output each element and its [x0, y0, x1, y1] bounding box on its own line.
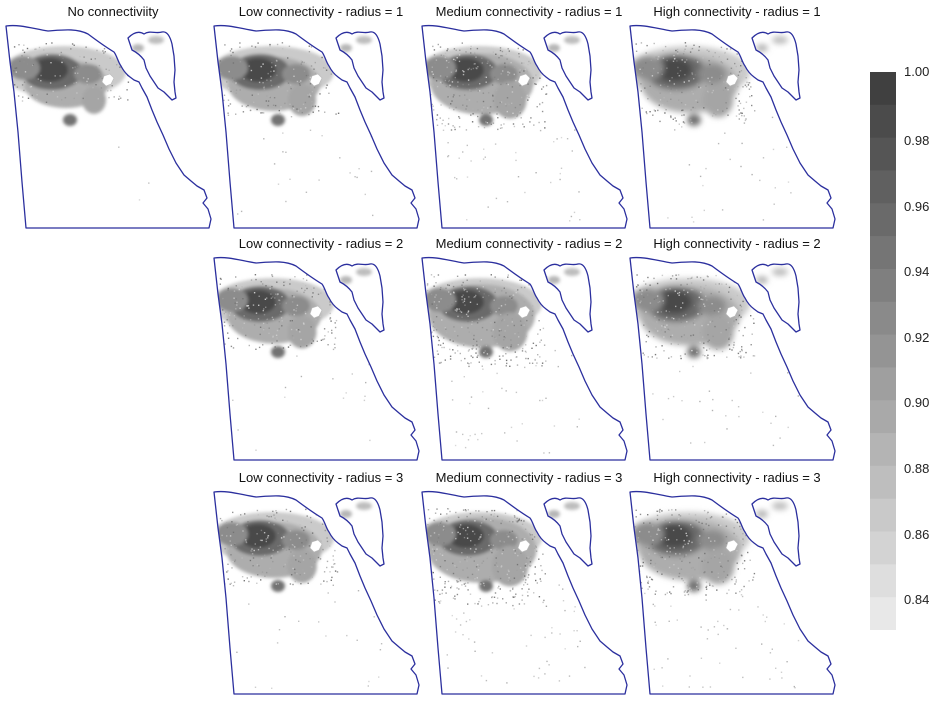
map-panel-none	[4, 22, 212, 234]
map-panel-medium-r1	[420, 22, 628, 234]
region-outline	[421, 490, 628, 695]
legend-step	[870, 498, 896, 533]
legend-step	[870, 465, 896, 500]
panel-title-medium-r2: Medium connectivity - radius = 2	[435, 236, 623, 251]
legend-color-bar	[870, 72, 896, 630]
legend-step	[870, 72, 896, 106]
map-medium-r3	[421, 490, 628, 695]
map-high-r2	[629, 256, 836, 461]
inlet-shape	[517, 73, 531, 87]
legend-tick-label: 1.00	[904, 64, 930, 79]
panel-title-medium-r3: Medium connectivity - radius = 3	[435, 470, 623, 485]
map-none	[5, 24, 212, 229]
legend-tick-label: 0.84	[904, 592, 930, 607]
legend-step	[870, 170, 896, 204]
legend-step	[870, 203, 896, 237]
peninsula-outline	[543, 263, 593, 333]
peninsula-outline	[335, 31, 385, 101]
peninsula-outline	[751, 497, 801, 567]
map-panel-medium-r3	[420, 488, 628, 700]
map-panel-low-r1	[212, 22, 420, 234]
map-panel-high-r3	[628, 488, 836, 700]
peninsula-outline	[335, 263, 385, 333]
region-outline	[213, 256, 420, 461]
region-outline	[629, 256, 836, 461]
map-panel-high-r2	[628, 254, 836, 466]
map-panel-high-r1	[628, 22, 836, 234]
probability-layer	[214, 36, 379, 217]
legend-step	[870, 301, 896, 336]
legend-step	[870, 137, 896, 171]
legend-step	[870, 531, 896, 565]
legend-tick-label: 0.98	[904, 133, 930, 148]
legend-tick-label: 0.94	[904, 264, 930, 279]
legend-step	[870, 433, 896, 467]
legend-step	[870, 597, 896, 630]
legend-step	[870, 334, 896, 368]
panel-title-medium-r1: Medium connectivity - radius = 1	[435, 4, 623, 19]
map-panel-medium-r2	[420, 254, 628, 466]
panel-title-high-r1: High connectivity - radius = 1	[653, 4, 821, 19]
legend-step	[870, 236, 896, 270]
probability-layer	[422, 502, 591, 684]
map-low-r3	[213, 490, 420, 695]
probability-layer	[630, 502, 800, 689]
inlet-shape	[517, 305, 531, 319]
map-high-r1	[629, 24, 836, 229]
inlet-shape	[725, 305, 739, 319]
probability-layer	[214, 502, 383, 689]
panel-title-high-r3: High connectivity - radius = 3	[653, 470, 821, 485]
legend-step	[870, 400, 896, 434]
map-low-r2	[213, 256, 420, 461]
map-high-r3	[629, 490, 836, 695]
panel-title-low-r2: Low connectivity - radius = 2	[238, 236, 404, 251]
panel-title-none: No connectiviity	[67, 4, 159, 19]
inlet-shape	[309, 73, 323, 87]
region-outline	[421, 24, 628, 229]
color-legend: 1.00 0.98 0.96 0.94 0.92 0.90 0.88 0.86 …	[870, 65, 938, 632]
legend-tick-label: 0.90	[904, 395, 930, 410]
legend-tick-label: 0.96	[904, 199, 930, 214]
region-outline	[629, 24, 836, 229]
probability-layer	[422, 268, 588, 454]
peninsula-outline	[543, 31, 593, 101]
legend-tick-label: 0.92	[904, 330, 930, 345]
probability-layer	[630, 268, 799, 447]
legend-step	[870, 367, 896, 401]
region-outline	[213, 490, 420, 695]
peninsula-outline	[543, 497, 593, 567]
legend-tick-label: 0.88	[904, 461, 930, 476]
peninsula-outline	[751, 263, 801, 333]
region-outline	[213, 24, 420, 229]
peninsula-outline	[127, 31, 177, 101]
legend-step	[870, 268, 896, 303]
map-medium-r2	[421, 256, 628, 461]
region-outline	[421, 256, 628, 461]
region-outline	[629, 490, 836, 695]
panel-title-high-r2: High connectivity - radius = 2	[653, 236, 821, 251]
peninsula-outline	[335, 497, 385, 567]
map-medium-r1	[421, 24, 628, 229]
peninsula-outline	[751, 31, 801, 101]
inlet-shape	[517, 539, 531, 553]
probability-layer	[630, 36, 799, 223]
inlet-shape	[309, 305, 323, 319]
legend-tick-label: 0.86	[904, 527, 930, 542]
map-panel-low-r3	[212, 488, 420, 700]
panel-title-low-r3: Low connectivity - radius = 3	[238, 470, 404, 485]
region-outline	[5, 24, 212, 229]
legend-step	[870, 564, 896, 598]
inlet-shape	[309, 539, 323, 553]
probability-layer	[6, 36, 164, 201]
inlet-shape	[725, 73, 739, 87]
probability-layer	[422, 36, 589, 222]
inlet-shape	[101, 73, 115, 87]
panel-title-low-r1: Low connectivity - radius = 1	[238, 4, 404, 19]
probability-layer	[214, 268, 372, 451]
legend-step	[870, 104, 896, 139]
map-panel-low-r2	[212, 254, 420, 466]
map-low-r1	[213, 24, 420, 229]
inlet-shape	[725, 539, 739, 553]
